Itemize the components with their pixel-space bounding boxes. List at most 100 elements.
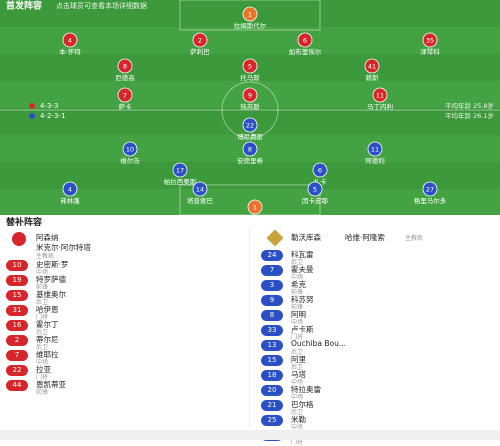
sub-number: 15 — [261, 355, 283, 366]
player[interactable]: 22 博尼费斯 — [237, 117, 264, 141]
sub-position: 门将 — [36, 374, 49, 381]
pitch-lines — [0, 0, 500, 215]
player-name: 托马斯 — [240, 73, 260, 82]
player[interactable]: 4 弗林蓬 — [60, 181, 80, 205]
sub-row[interactable]: 3 希克 前锋 — [255, 278, 500, 296]
player[interactable]: 27 格里马尔多 — [414, 181, 447, 205]
player-number: 10 — [126, 146, 134, 154]
sub-row[interactable]: 19 特罗萨德 前锋 — [0, 273, 245, 291]
sub-number: 2 — [6, 335, 28, 346]
sub-number: 9 — [261, 295, 283, 306]
player-dot — [117, 58, 133, 74]
subs-header: 替补阵容 — [0, 215, 500, 228]
player[interactable]: 6 加布里埃尔 — [289, 32, 322, 56]
player-name: 热苏斯 — [240, 102, 260, 111]
player[interactable]: 9 热苏斯 — [240, 87, 260, 111]
player[interactable]: 11 马丁内利 — [367, 87, 393, 111]
sub-row[interactable]: 15 基维奥尔 后卫 — [0, 288, 245, 306]
away-coach-role: 主教练 — [405, 235, 424, 242]
player-name: 因卡皮耶 — [302, 196, 329, 205]
pitch: 首发阵容 点击球员可查看本场详细数据 4-3-3 4-2-3-1 平均年龄 25… — [0, 0, 500, 215]
player-number: 27 — [426, 186, 434, 194]
away-subs: 勒沃库森 哈维·阿隆索 主教练 24 科瓦雷 后卫 7 霍夫曼 中场 3 希克 前锋 9 科苏努 前锋… — [255, 229, 500, 446]
player-name: 安德里希 — [237, 156, 264, 165]
sub-row[interactable]: 8 阿明 中场 — [255, 308, 500, 326]
sub-name: 科苏努 — [291, 295, 314, 304]
player[interactable]: 41 赖斯 — [364, 58, 380, 82]
sub-row[interactable]: 33 卢卡斯 门将 — [255, 323, 500, 341]
player-name: 阿德利 — [365, 156, 385, 165]
player[interactable]: 4 本·怀特 — [59, 32, 81, 56]
sub-row[interactable]: 44 恩凯蒂亚 前锋 — [0, 378, 245, 396]
player-number: 35 — [426, 37, 434, 45]
sub-position: 中场 — [291, 394, 304, 401]
player[interactable]: 10 维尔茨 — [120, 141, 140, 165]
player[interactable]: 7 萨卡 — [117, 87, 133, 111]
sub-row[interactable]: 18 马塔 中场 — [255, 368, 500, 386]
player[interactable]: 5 因卡皮耶 — [302, 181, 329, 205]
sub-number: 21 — [261, 400, 283, 411]
sub-row[interactable]: 15 阿里 后卫 — [255, 353, 500, 371]
sub-row[interactable]: 7 霍夫曼 中场 — [255, 263, 500, 281]
player[interactable]: 1 赫拉德茨基 — [239, 199, 272, 215]
player-dot — [307, 181, 323, 197]
header-subtitle: 点击球员可查看本场详细数据 — [56, 1, 147, 10]
sub-name: 米勒 — [291, 415, 306, 424]
player-number: 7 — [123, 92, 127, 100]
player[interactable]: 8 厄德高 — [115, 58, 135, 82]
sub-row[interactable]: 13 Ouchiba Bou... 后卫 — [255, 338, 500, 356]
sub-row[interactable]: 7 维耶拉 中场 — [0, 348, 245, 366]
player[interactable]: 6 扎卡 — [312, 162, 328, 186]
player[interactable]: 5 托马斯 — [240, 58, 260, 82]
home-coach-role: 主教练 — [36, 253, 55, 260]
player[interactable]: 8 安德里希 — [237, 141, 264, 165]
player-dot — [367, 141, 383, 157]
player-number: 8 — [123, 63, 127, 71]
player-dot — [172, 162, 188, 178]
player-name: 拉姆斯代尔 — [234, 21, 267, 30]
subs-title: 替补阵容 — [6, 218, 43, 228]
player[interactable]: 14 塔普索巴 — [187, 181, 214, 205]
sub-row[interactable]: 25 米勒 中场 — [255, 413, 500, 431]
sub-row[interactable]: 22 拉亚 门将 — [0, 363, 245, 381]
player-number: 11 — [376, 92, 384, 100]
sub-row[interactable]: 21 巴尔格 后卫 — [255, 398, 500, 416]
sub-number: 7 — [261, 265, 283, 276]
player-dot — [242, 58, 258, 74]
sub-position: 后卫 — [36, 344, 49, 351]
player-number: 5 — [313, 186, 317, 194]
sub-row[interactable]: 10 史密斯·罗 中场 — [0, 258, 245, 276]
player-name: 本·怀特 — [59, 47, 81, 56]
player[interactable]: 35 津琴科 — [420, 32, 440, 56]
home-badge — [12, 232, 26, 246]
sub-row[interactable]: 2 蒂尔尼 后卫 — [0, 333, 245, 351]
sub-name: 维耶拉 — [36, 350, 59, 359]
sub-position: 后卫 — [291, 409, 304, 416]
player[interactable]: 17 帕拉西奥斯 — [164, 162, 197, 186]
home-meta: 平均年龄 25.8岁 — [445, 101, 494, 110]
sub-name: 拉亚 — [36, 365, 51, 374]
home-formation: 4-3-3 — [40, 102, 58, 110]
sub-number: 19 — [6, 275, 28, 286]
player-name: 扎卡 — [314, 177, 328, 186]
sub-row[interactable]: 20 特拉奥雷 中场 — [255, 383, 500, 401]
player-number: 22 — [246, 122, 254, 130]
sub-row[interactable]: 16 霍尔丁 后卫 — [0, 318, 245, 336]
player-name: 赖斯 — [366, 73, 380, 82]
player-name: 博尼费斯 — [237, 132, 264, 141]
player-number: 4 — [68, 186, 72, 194]
sub-row[interactable]: 24 科瓦雷 后卫 — [255, 248, 500, 266]
player[interactable]: 2 萨利巴 — [190, 32, 210, 56]
sub-position: 前锋 — [291, 304, 304, 311]
sub-position: 后卫 — [291, 349, 304, 356]
player[interactable]: 11 阿德利 — [365, 141, 385, 165]
sub-number: 22 — [6, 365, 28, 376]
player-name: 维尔茨 — [120, 156, 140, 165]
sub-row[interactable]: 9 科苏努 前锋 — [255, 293, 500, 311]
player-dot — [422, 181, 438, 197]
player[interactable]: 1 拉姆斯代尔 — [234, 6, 267, 30]
sub-row[interactable]: 31 哈伊恩 门将 — [0, 303, 245, 321]
sub-number: 15 — [6, 290, 28, 301]
sub-position: 中场 — [291, 424, 304, 431]
